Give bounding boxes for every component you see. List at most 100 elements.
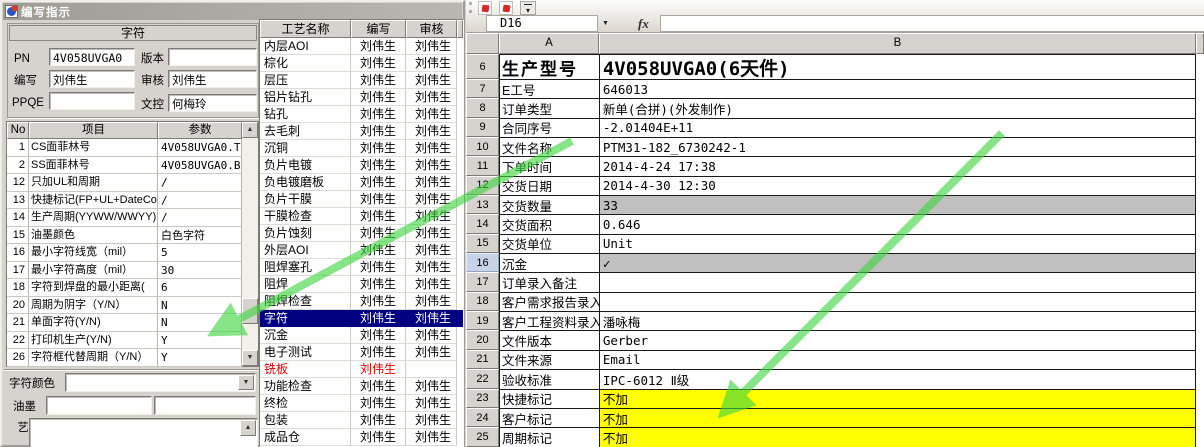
cell-a[interactable]: 验收标准 xyxy=(500,370,600,390)
process-row[interactable]: 铝片钻孔 刘伟生 刘伟生 xyxy=(260,89,463,106)
row-header-highlighted[interactable]: 16 xyxy=(466,253,499,273)
cell-b[interactable]: 潘咏梅 xyxy=(599,312,1196,332)
cell-a[interactable]: 下单时间 xyxy=(500,157,600,177)
ink-field-2[interactable] xyxy=(154,396,256,415)
param-row[interactable]: 26 字符框代替周期（Y/N） Y xyxy=(7,349,258,367)
cell-a[interactable]: 合同序号 xyxy=(500,118,600,139)
cell-a[interactable]: 交货日期 xyxy=(500,176,600,197)
pdf-icon[interactable] xyxy=(478,1,492,15)
row-header[interactable]: 20 xyxy=(466,330,499,350)
cell-b[interactable]: Unit xyxy=(599,234,1196,255)
param-row[interactable]: 1 CS面菲林号 4V058UVGA0.TO xyxy=(7,139,258,157)
cell-a[interactable]: 沉金 xyxy=(500,254,600,274)
col-auditor[interactable]: 审核 xyxy=(406,20,457,38)
cell-b[interactable]: 不加 xyxy=(599,428,1196,447)
process-row[interactable]: 包装 刘伟生 刘伟生 xyxy=(260,412,463,429)
row-header[interactable]: 17 xyxy=(466,272,499,292)
param-row[interactable]: 2 SS面菲林号 4V058UVGA0.BO xyxy=(7,156,258,174)
process-row[interactable]: 终检 刘伟生 刘伟生 xyxy=(260,395,463,412)
row-header[interactable]: 14 xyxy=(466,214,499,234)
cell-b[interactable]: -2.01404E+11 xyxy=(599,118,1196,139)
process-row[interactable]: 阻焊检查 刘伟生 刘伟生 xyxy=(260,293,463,310)
row-header[interactable]: 22 xyxy=(466,369,499,389)
scrollbar-thumb[interactable] xyxy=(242,298,258,324)
row-header[interactable]: 7 xyxy=(466,79,499,99)
cell-b[interactable]: IPC-6012 Ⅱ级 xyxy=(599,370,1196,390)
row-header[interactable]: 19 xyxy=(466,311,499,331)
col-writer[interactable]: 编写 xyxy=(351,20,406,38)
cell-a[interactable]: E工号 xyxy=(500,80,600,100)
row-header[interactable]: 23 xyxy=(466,388,499,408)
chevron-down-icon[interactable]: ▼ xyxy=(238,375,254,390)
row-header[interactable]: 18 xyxy=(466,291,499,312)
row-header[interactable]: 11 xyxy=(466,156,499,176)
row-header[interactable]: 12 xyxy=(466,175,499,196)
process-row[interactable]: 干膜检查 刘伟生 刘伟生 xyxy=(260,208,463,225)
row-header[interactable]: 21 xyxy=(466,349,499,370)
scroll-down-icon[interactable]: ▼ xyxy=(242,350,258,366)
process-row[interactable]: 沉铜 刘伟生 刘伟生 xyxy=(260,140,463,157)
row-header[interactable]: 8 xyxy=(466,98,499,118)
ppqe-field[interactable] xyxy=(49,92,135,110)
cell-b[interactable]: Gerber xyxy=(599,331,1196,351)
window-titlebar[interactable]: 编写指示 xyxy=(3,3,462,20)
cell-b[interactable]: 4V058UVGA0(6天件) xyxy=(599,55,1196,80)
param-table-scrollbar[interactable]: ▲ ▼ xyxy=(242,122,258,366)
cell-a[interactable]: 订单类型 xyxy=(500,99,600,119)
pdf-icon[interactable] xyxy=(499,1,513,15)
process-row[interactable]: 负片电镀 刘伟生 刘伟生 xyxy=(260,157,463,174)
doc-control-field[interactable]: 何梅玲 xyxy=(168,94,257,112)
cell-b-checkmark[interactable]: ✓ xyxy=(599,254,1196,274)
param-row[interactable]: 14 生产周期(YYWW/WWYY) / xyxy=(7,209,258,227)
cell-a[interactable]: 交货单位 xyxy=(500,234,600,255)
char-color-combo[interactable]: ▼ xyxy=(65,373,256,392)
row-header[interactable]: 24 xyxy=(466,407,499,428)
cell-b[interactable]: 2014-4-30 12:30 xyxy=(599,176,1196,197)
process-row[interactable]: 外层AOI 刘伟生 刘伟生 xyxy=(260,242,463,259)
column-header-a[interactable]: A xyxy=(499,33,599,54)
scroll-up-icon[interactable]: ▲ xyxy=(242,122,258,138)
cell-a[interactable]: 周期标记 xyxy=(500,428,600,447)
formula-bar-input[interactable] xyxy=(660,15,1204,32)
param-row[interactable]: 17 最小字符高度（mil） 30 xyxy=(7,261,258,279)
cell-b[interactable] xyxy=(599,273,1196,293)
cell-b[interactable]: PTM31-182_6730242-1 xyxy=(599,138,1196,158)
writer-field[interactable]: 刘伟生 xyxy=(49,70,135,88)
process-row[interactable]: 沉金 刘伟生 刘伟生 xyxy=(260,327,463,344)
cell-a[interactable]: 快捷标记 xyxy=(500,389,600,409)
cell-b[interactable]: 0.646 xyxy=(599,215,1196,235)
row-header[interactable]: 10 xyxy=(466,137,499,157)
cell-b[interactable] xyxy=(599,292,1196,313)
process-row[interactable]: 负电镀磨板 刘伟生 刘伟生 xyxy=(260,174,463,191)
column-header-partial[interactable] xyxy=(1196,33,1204,54)
cell-a[interactable]: 交货面积 xyxy=(500,215,600,235)
process-row[interactable]: 成品仓 刘伟生 刘伟生 xyxy=(260,429,463,446)
name-box[interactable]: D16 xyxy=(486,15,598,32)
cell-a[interactable]: 文件版本 xyxy=(500,331,600,351)
cell-b[interactable]: Email xyxy=(599,350,1196,371)
param-row[interactable]: 16 最小字符线宽（mil） 5 xyxy=(7,244,258,262)
col-no[interactable]: No xyxy=(7,122,29,139)
cell-a[interactable]: 文件名称 xyxy=(500,138,600,158)
process-row[interactable]: 电子测试 刘伟生 刘伟生 xyxy=(260,344,463,361)
toolbar-options-button[interactable]: ▾ xyxy=(520,1,536,15)
process-row[interactable]: 负片干膜 刘伟生 刘伟生 xyxy=(260,191,463,208)
row-header[interactable]: 15 xyxy=(466,233,499,254)
cell-a[interactable]: 生产型号 xyxy=(500,55,600,80)
auditor-field[interactable]: 刘伟生 xyxy=(168,70,257,88)
process-row-selected[interactable]: 字符 刘伟生 刘伟生 xyxy=(260,310,463,327)
select-all-corner[interactable] xyxy=(466,33,499,54)
col-process-name[interactable]: 工艺名称 xyxy=(260,20,351,38)
col-item[interactable]: 项目 xyxy=(29,122,158,139)
process-row[interactable]: 负片蚀刻 刘伟生 刘伟生 xyxy=(260,225,463,242)
param-row[interactable]: 15 油墨颜色 白色字符 xyxy=(7,226,258,244)
scroll-up-icon[interactable]: ▲ xyxy=(240,420,256,436)
cell-a[interactable]: 订单录入备注 xyxy=(500,273,600,293)
cell-a[interactable]: 客户需求报告录入 xyxy=(500,292,600,313)
param-row[interactable]: 21 单面字符(Y/N) N xyxy=(7,314,258,332)
version-field[interactable] xyxy=(168,48,257,66)
process-row[interactable]: 内层AOI 刘伟生 刘伟生 xyxy=(260,38,463,55)
param-row[interactable]: 13 快捷标记(FP+UL+DateCo / xyxy=(7,191,258,209)
toolbar-handle[interactable] xyxy=(469,2,472,13)
process-row[interactable]: 阻焊塞孔 刘伟生 刘伟生 xyxy=(260,259,463,276)
